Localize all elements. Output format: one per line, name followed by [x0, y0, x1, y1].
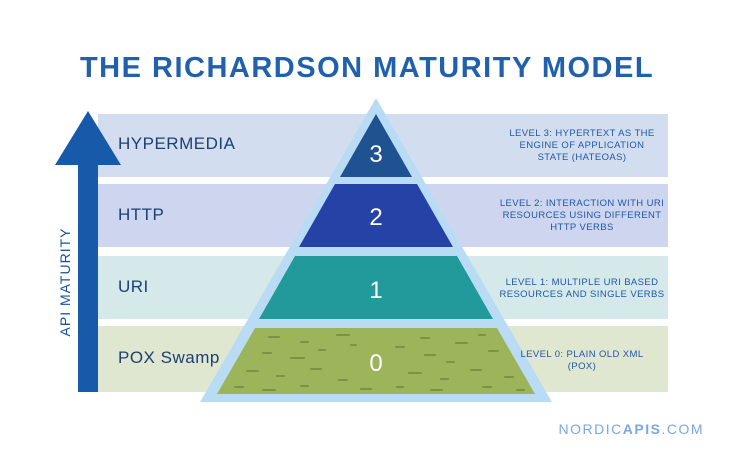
- pyramid-tier-0: [217, 328, 535, 394]
- level-description-1: LEVEL 1: MULTIPLE URI BASED RESOURCES AN…: [499, 277, 665, 300]
- level-number-2: 2: [369, 204, 383, 231]
- level-name-1: URI: [118, 277, 149, 296]
- level-name-3: HYPERMEDIA: [118, 134, 236, 153]
- pyramid-outline: [200, 98, 552, 402]
- level-number-0: 0: [369, 350, 383, 377]
- pyramid-tier-1: [259, 256, 493, 319]
- brand-prefix: NORDIC: [558, 421, 623, 437]
- brand-suffix: .COM: [661, 421, 704, 437]
- pyramid-tier-2: [299, 184, 453, 247]
- level-number-1: 1: [369, 277, 383, 304]
- level-name-2: HTTP: [118, 205, 165, 224]
- diagram-title: THE RICHARDSON MATURITY MODEL: [79, 52, 655, 84]
- level-description-2: LEVEL 2: INTERACTION WITH URI RESOURCES …: [499, 198, 665, 233]
- brand-logo: NORDICAPIS.COM: [559, 421, 704, 437]
- level-name-0: POX Swamp: [118, 348, 220, 367]
- api-maturity-axis-label: API MATURITY: [57, 227, 73, 337]
- level-number-3: 3: [369, 141, 383, 168]
- level-description-0: LEVEL 0: PLAIN OLD XML (POX): [520, 349, 644, 372]
- level-description-3: LEVEL 3: HYPERTEXT AS THE ENGINE OF APPL…: [509, 128, 655, 163]
- maturity-arrow-icon: [55, 111, 121, 392]
- pyramid-tier-3: [340, 114, 412, 177]
- brand-emphasis: APIS: [622, 421, 662, 437]
- swamp-texture: [234, 334, 525, 391]
